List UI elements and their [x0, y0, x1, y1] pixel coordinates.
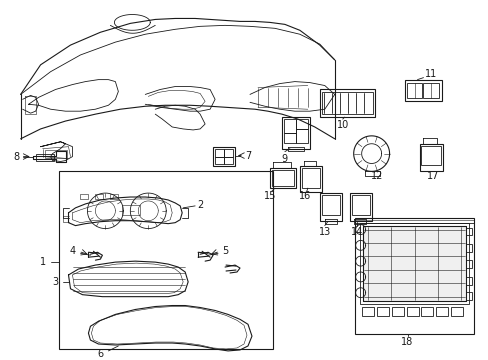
Text: 2: 2 [197, 200, 203, 210]
Text: 18: 18 [401, 337, 413, 347]
Bar [301, 168, 319, 188]
Text: 11: 11 [425, 69, 437, 79]
Bar [391, 306, 403, 316]
Text: 17: 17 [427, 171, 439, 181]
Bar [436, 306, 447, 316]
Bar [362, 226, 466, 301]
Bar [421, 306, 432, 316]
Bar [224, 157, 233, 165]
Bar [284, 133, 295, 143]
Text: 8: 8 [14, 152, 20, 162]
Bar [110, 194, 118, 199]
Bar [319, 193, 341, 221]
Text: 7: 7 [244, 150, 251, 161]
Bar [59, 171, 272, 349]
Text: 4: 4 [69, 246, 76, 256]
Bar [361, 306, 373, 316]
Text: 10: 10 [336, 120, 348, 130]
Bar [284, 119, 295, 133]
Text: 1: 1 [40, 257, 45, 267]
Bar [295, 129, 307, 143]
Bar [359, 223, 468, 303]
Bar [450, 306, 463, 316]
Bar [466, 244, 471, 252]
Text: 16: 16 [298, 191, 310, 201]
Bar [406, 306, 418, 316]
Bar [406, 82, 422, 98]
Bar [351, 195, 369, 215]
Bar [215, 149, 224, 157]
Bar [213, 147, 235, 166]
Bar [44, 150, 66, 158]
Text: 3: 3 [52, 277, 59, 287]
Text: 6: 6 [97, 349, 103, 359]
Text: 12: 12 [371, 171, 383, 181]
Bar [215, 157, 224, 165]
Bar [271, 170, 293, 186]
Text: 15: 15 [263, 191, 276, 201]
Bar [466, 228, 471, 235]
Bar [376, 306, 388, 316]
Text: 9: 9 [281, 153, 287, 163]
Bar [81, 194, 88, 199]
Bar [466, 277, 471, 285]
Bar [319, 90, 374, 117]
Bar [299, 166, 321, 192]
Bar [466, 292, 471, 300]
Bar [421, 146, 441, 166]
Bar [36, 154, 53, 162]
Bar [423, 82, 439, 98]
Bar [269, 168, 295, 188]
Text: 13: 13 [318, 226, 330, 237]
Bar [362, 226, 466, 301]
Bar [321, 195, 339, 215]
Bar [404, 80, 442, 101]
Bar [295, 119, 307, 129]
Bar [95, 194, 103, 199]
Bar [224, 149, 233, 157]
Text: 14: 14 [350, 226, 362, 237]
Bar [349, 193, 371, 221]
Bar [281, 117, 309, 149]
Bar [321, 93, 372, 114]
Bar [122, 205, 140, 215]
Bar [354, 218, 473, 334]
Bar [419, 144, 443, 171]
Bar [466, 260, 471, 268]
Text: 5: 5 [222, 246, 228, 256]
